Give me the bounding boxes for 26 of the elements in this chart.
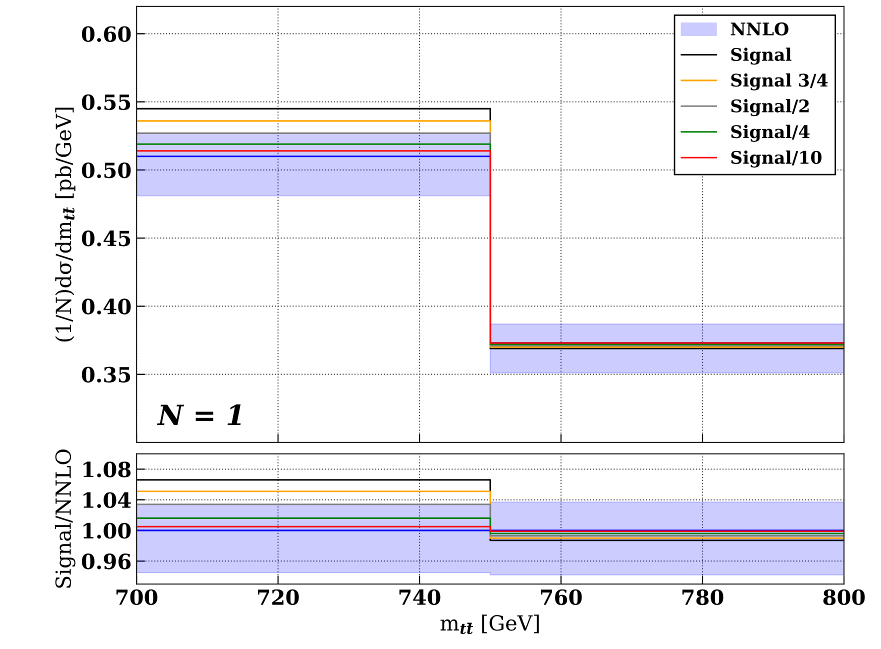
x-tick-label: 740 <box>399 589 440 606</box>
x-tick-label: 720 <box>258 589 299 606</box>
y-axis-title: Signal/NNLO <box>54 450 76 588</box>
legend-label: Signal/10 <box>731 150 822 168</box>
x-axis-title: m$_{tt̄}$ [GeV] <box>440 614 539 634</box>
x-tick-label: 780 <box>682 589 724 606</box>
x-tick-label: 800 <box>823 589 865 606</box>
y-tick-label: 0.55 <box>82 94 130 110</box>
x-tick-label: 700 <box>116 589 158 606</box>
y-tick-label: 1.08 <box>83 462 131 478</box>
legend-label: Signal 3/4 <box>731 73 828 90</box>
y-tick-label: 0.40 <box>82 298 131 314</box>
legend-label: Signal <box>731 48 792 65</box>
y-tick-label: 0.35 <box>82 366 130 383</box>
y-tick-label: 0.96 <box>82 554 131 570</box>
x-tick-label: 760 <box>540 589 582 606</box>
legend-label: Signal/2 <box>731 99 809 116</box>
annotation: N = 1 <box>157 404 241 426</box>
y-tick-label: 0.50 <box>82 162 131 178</box>
y-tick-label: 0.45 <box>82 230 130 246</box>
y-tick-label: 1.00 <box>83 522 131 539</box>
y-tick-label: 0.60 <box>82 26 131 42</box>
y-axis-title: (1/N)dσ/dm$_{tt̄}$ [pb/GeV] <box>55 108 76 342</box>
y-tick-label: 1.04 <box>83 492 131 508</box>
legend-label: Signal/4 <box>731 124 810 142</box>
legend-label: NNLO <box>730 22 788 36</box>
